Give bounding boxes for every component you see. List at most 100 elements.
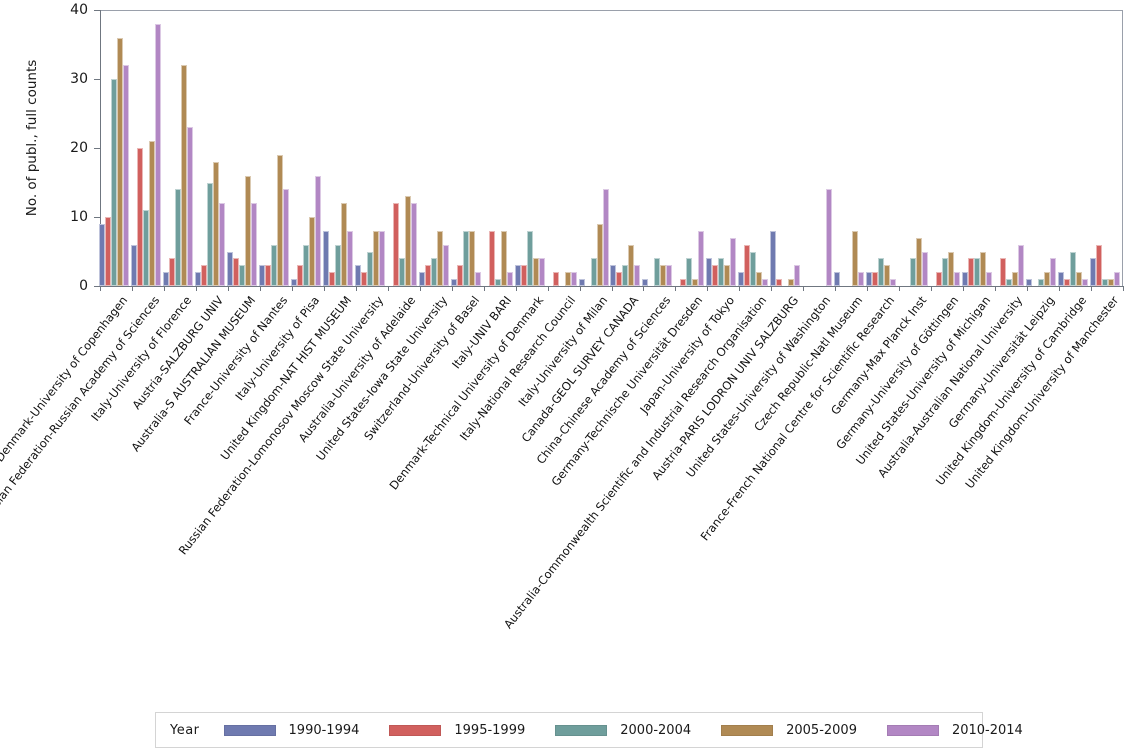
y-tick-label: 20 bbox=[70, 140, 88, 156]
bar-group bbox=[226, 10, 257, 286]
bar bbox=[922, 251, 929, 286]
bar bbox=[596, 223, 603, 286]
bar bbox=[392, 203, 399, 286]
bar bbox=[776, 279, 783, 286]
bar bbox=[1018, 244, 1025, 286]
bar bbox=[424, 265, 431, 286]
bar-group bbox=[450, 10, 481, 286]
bar bbox=[514, 265, 521, 286]
bar bbox=[642, 279, 649, 286]
bar bbox=[552, 272, 559, 286]
bar bbox=[1102, 279, 1109, 286]
legend-item[interactable]: 2000-2004 bbox=[555, 723, 691, 738]
bar bbox=[520, 265, 527, 286]
bar bbox=[1026, 279, 1033, 286]
legend-item[interactable]: 1990-1994 bbox=[223, 723, 359, 738]
bar bbox=[878, 258, 885, 286]
bar bbox=[762, 279, 769, 286]
x-tick-mark bbox=[963, 286, 965, 291]
legend-swatch bbox=[721, 724, 774, 736]
x-tick-mark bbox=[291, 286, 293, 291]
bar bbox=[276, 154, 283, 286]
bar bbox=[218, 203, 225, 286]
x-tick-mark bbox=[579, 286, 581, 291]
bar bbox=[564, 272, 571, 286]
bar bbox=[610, 265, 617, 286]
x-tick-mark bbox=[163, 286, 165, 291]
x-tick-mark bbox=[643, 286, 645, 291]
bar bbox=[354, 265, 361, 286]
bar bbox=[578, 279, 585, 286]
bar bbox=[794, 265, 801, 286]
bar-group bbox=[1090, 10, 1121, 286]
bar bbox=[698, 230, 705, 286]
x-tick-mark bbox=[803, 286, 805, 291]
bar bbox=[308, 217, 315, 286]
bar bbox=[532, 258, 539, 286]
bar bbox=[872, 272, 879, 286]
x-tick-mark bbox=[195, 286, 197, 291]
bar bbox=[302, 244, 309, 286]
bar bbox=[174, 189, 181, 286]
y-tick-label: 40 bbox=[70, 2, 88, 18]
bar bbox=[226, 251, 233, 286]
legend-item[interactable]: 2010-2014 bbox=[886, 723, 1023, 738]
bar bbox=[834, 272, 841, 286]
bar bbox=[110, 79, 117, 286]
bar bbox=[788, 279, 795, 286]
bar bbox=[718, 258, 725, 286]
bar bbox=[622, 265, 629, 286]
bar bbox=[98, 223, 105, 286]
bar bbox=[986, 272, 993, 286]
bar-group bbox=[930, 10, 961, 286]
bar bbox=[1064, 279, 1071, 286]
legend-item[interactable]: 1995-1999 bbox=[389, 723, 525, 738]
bar bbox=[200, 265, 207, 286]
legend-item[interactable]: 2005-2009 bbox=[721, 723, 857, 738]
bar bbox=[724, 265, 731, 286]
bar bbox=[942, 258, 949, 286]
bar-group bbox=[994, 10, 1025, 286]
bar bbox=[500, 230, 507, 286]
bar-group bbox=[834, 10, 865, 286]
bar bbox=[954, 272, 961, 286]
bar-group bbox=[258, 10, 289, 286]
bar bbox=[910, 258, 917, 286]
bar bbox=[314, 175, 321, 286]
legend-swatch bbox=[886, 724, 939, 736]
x-tick-mark bbox=[547, 286, 549, 291]
bar bbox=[1038, 279, 1045, 286]
x-tick-mark bbox=[1059, 286, 1061, 291]
bar-group bbox=[194, 10, 225, 286]
bar bbox=[212, 161, 219, 286]
bar bbox=[104, 217, 111, 286]
x-tick-mark bbox=[931, 286, 933, 291]
bar-group bbox=[610, 10, 641, 286]
bar bbox=[180, 65, 187, 286]
bar bbox=[744, 244, 751, 286]
bar bbox=[692, 279, 699, 286]
bar bbox=[730, 237, 737, 286]
bar bbox=[628, 244, 635, 286]
bar bbox=[488, 230, 495, 286]
legend-swatch bbox=[555, 724, 608, 736]
x-tick-mark bbox=[100, 286, 101, 291]
bar bbox=[250, 203, 257, 286]
bar bbox=[258, 265, 265, 286]
bar bbox=[442, 244, 449, 286]
x-tick-mark bbox=[451, 286, 453, 291]
bar-series-container bbox=[98, 10, 1123, 286]
bar bbox=[238, 265, 245, 286]
y-tick-mark bbox=[94, 79, 100, 80]
bar bbox=[1000, 258, 1007, 286]
bar bbox=[680, 279, 687, 286]
legend-title: Year bbox=[170, 722, 200, 738]
bar bbox=[962, 272, 969, 286]
x-tick-mark bbox=[995, 286, 997, 291]
legend-swatch bbox=[223, 724, 276, 736]
bar bbox=[430, 258, 437, 286]
bar bbox=[340, 203, 347, 286]
y-tick-label: 10 bbox=[70, 209, 88, 225]
bar bbox=[296, 265, 303, 286]
bar bbox=[130, 244, 137, 286]
